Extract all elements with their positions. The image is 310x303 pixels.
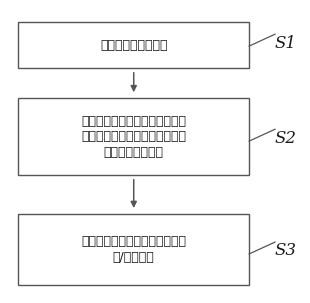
Bar xyxy=(18,98,249,175)
Bar xyxy=(18,22,249,68)
Bar xyxy=(18,214,249,285)
Text: 器中低通滤波运算程序的开关信: 器中低通滤波运算程序的开关信 xyxy=(81,130,186,143)
Text: 依据所述检测结果，执行测试模: 依据所述检测结果，执行测试模 xyxy=(81,235,186,248)
Text: 接收外界的触发信号: 接收外界的触发信号 xyxy=(100,39,167,52)
Text: S3: S3 xyxy=(275,242,297,259)
Text: 检测所述触发信号是否是微控制: 检测所述触发信号是否是微控制 xyxy=(81,115,186,128)
Text: S2: S2 xyxy=(275,130,297,147)
Text: 号，获得检测结果: 号，获得检测结果 xyxy=(104,146,164,158)
Text: 式/运行模式: 式/运行模式 xyxy=(113,251,155,264)
Text: S1: S1 xyxy=(275,35,297,52)
